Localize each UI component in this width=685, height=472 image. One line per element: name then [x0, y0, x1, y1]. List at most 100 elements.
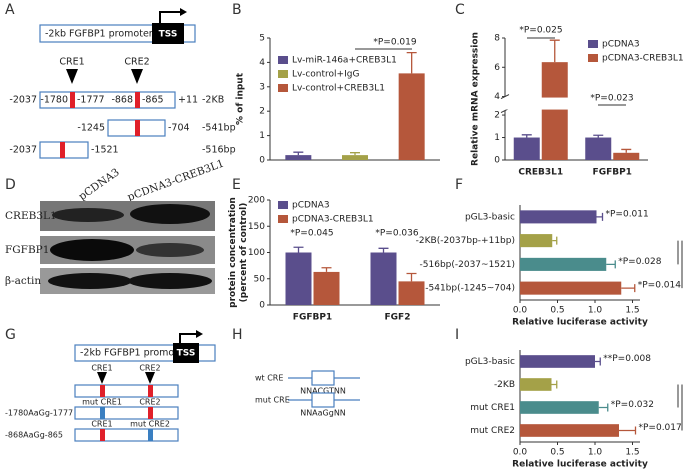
legend-swatch	[588, 54, 598, 62]
error-bar	[551, 380, 558, 389]
error-bar	[406, 272, 417, 282]
cre-site	[70, 92, 75, 108]
cre-label: CRE1	[59, 57, 84, 68]
row-label: β-actin	[5, 275, 41, 287]
cre-marker	[97, 372, 107, 384]
y-tick-label: -541bp(-1245~704)	[425, 284, 515, 294]
bar	[520, 234, 553, 248]
band	[50, 239, 134, 261]
cre-site	[100, 385, 105, 397]
x-tick-label: 0.0	[513, 306, 528, 316]
y-tick-label: pGL3-basic	[465, 357, 515, 367]
site-label: wt CRE	[255, 374, 283, 383]
error-bar	[606, 260, 616, 269]
cre-site	[148, 385, 153, 397]
y-tick-label: 100	[248, 248, 265, 258]
y-tick-label: mut CRE2	[470, 426, 515, 436]
annotation: *P=0.017	[639, 423, 682, 433]
bar	[513, 137, 540, 160]
diagram-g: -2kb FGFBP1 promoter TSS CRE1 CRE2 mut C…	[5, 330, 216, 442]
cre-label: CRE2	[124, 57, 149, 68]
error-bar	[619, 426, 637, 435]
cre-site	[148, 407, 153, 419]
annotation: *P=0.028	[618, 257, 662, 267]
y-axis-label: % of input	[236, 72, 246, 125]
bar	[520, 424, 619, 437]
bar	[520, 401, 599, 414]
mutant-site	[148, 429, 153, 441]
bar	[285, 252, 312, 305]
site-label: mut CRE2	[130, 420, 170, 429]
x-tick-label: FGFBP1	[293, 313, 332, 323]
error-bar	[406, 51, 417, 74]
band	[128, 273, 212, 289]
panel-label: D	[5, 177, 16, 193]
bar	[520, 281, 622, 295]
x-tick-label: 0.5	[550, 306, 564, 316]
bar	[520, 378, 552, 391]
diagram-h: wt CRE NNACGTNN mut CRE NNAaGgNN	[255, 370, 360, 418]
y-axis-label: protein concentration	[228, 197, 238, 308]
tss-arrow	[159, 11, 180, 23]
y-tick-label: 2	[259, 107, 265, 117]
legend-label: pCDNA3	[292, 201, 330, 211]
band	[136, 243, 204, 257]
y-axis-label: (percent of control)	[239, 203, 249, 303]
y-tick-label: 8	[494, 34, 500, 44]
position-label: -1245	[77, 123, 105, 134]
site-label: mut CRE1	[82, 398, 122, 407]
x-tick-label: FGFBP1	[593, 168, 632, 178]
y-tick-label: 0	[259, 156, 265, 166]
cre-site	[60, 142, 65, 158]
error-bar	[595, 357, 601, 366]
bar	[520, 257, 607, 271]
y-tick-label: 6	[494, 63, 500, 73]
promoter-label: -2kb FGFBP1 promoter	[80, 348, 188, 359]
legend-swatch	[278, 70, 288, 78]
y-tick-label: pGL3-basic	[465, 212, 515, 222]
legend-label: Lv-miR-146a+CREB3L1	[292, 56, 397, 66]
panel-label: A	[5, 2, 15, 18]
bar	[370, 252, 397, 305]
error-bar	[293, 246, 304, 253]
x-axis-label: Relative luciferase activity	[512, 318, 648, 328]
error-bar	[549, 39, 560, 63]
position-label: -865	[142, 95, 164, 106]
x-tick-label: 1.0	[588, 306, 603, 316]
diagram-a: -2kb FGFBP1 promoter TSS CRE1 CRE2 -2037…	[9, 8, 236, 159]
annotation: *P=0.011	[606, 209, 649, 219]
construct-label: -2KB	[202, 95, 224, 106]
cre-site	[135, 92, 140, 108]
construct-box	[74, 428, 179, 442]
y-tick-label: -2KB	[494, 380, 515, 390]
position-label: -704	[168, 123, 190, 134]
bar	[285, 155, 312, 160]
y-tick-label: 4	[259, 58, 265, 68]
y-tick-label: 0	[494, 156, 500, 166]
bar	[398, 73, 425, 160]
construct-label: -541bp	[202, 123, 236, 134]
legend-label: pCDNA3-CREB3L1	[602, 54, 684, 64]
y-tick-label: 1	[259, 131, 265, 141]
row-label: FGFBP1	[5, 244, 49, 256]
position-label: -2037	[9, 145, 37, 156]
site-label: CRE1	[91, 420, 112, 429]
mutant-site	[100, 407, 105, 419]
cre-box	[311, 392, 335, 408]
cre-box	[311, 370, 335, 386]
sequence-label: -1780AaGg-1777	[5, 409, 73, 418]
tss-label: TSS	[159, 30, 178, 40]
tss-arrow	[179, 333, 196, 343]
annotation: *P=0.023	[590, 94, 633, 104]
cre-marker	[131, 69, 143, 84]
x-tick-label: FGF2	[385, 313, 411, 323]
error-bar	[593, 134, 604, 138]
western-blot: pCDNA3 pCDNA3-CREB3L1 CREB3L1 FGFBP1 β-a…	[5, 158, 226, 294]
annotation: **P=0.008	[603, 354, 651, 364]
y-axis-label: Relative mRNA expression	[471, 32, 481, 166]
bar	[520, 210, 597, 224]
legend-swatch	[278, 56, 288, 64]
position-label: -1521	[91, 145, 119, 156]
bar	[520, 355, 595, 368]
